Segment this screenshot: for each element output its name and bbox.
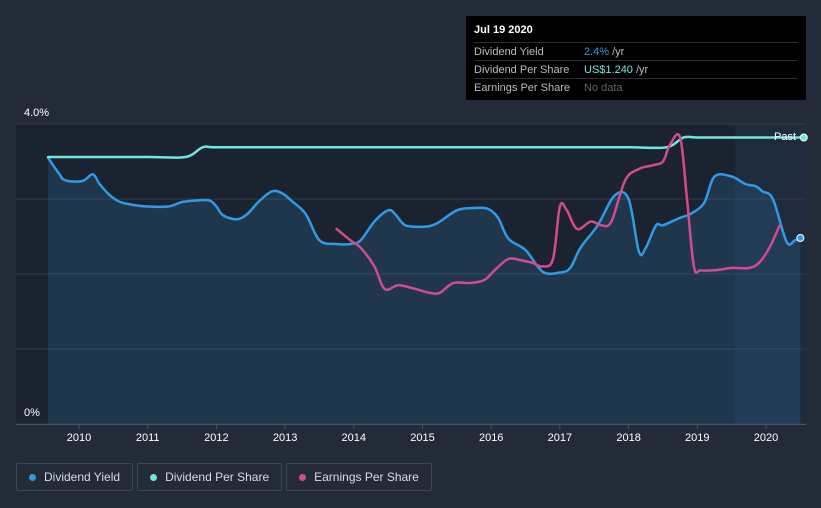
x-tick-label: 2012 bbox=[204, 432, 228, 444]
legend-label: Earnings Per Share bbox=[314, 470, 419, 484]
tooltip-value: No data bbox=[584, 81, 623, 94]
axis-ticks: 2010 2011 2012 2013 2014 2015 2016 2017 2018 2019… bbox=[24, 107, 778, 444]
legend-item-dividend-yield[interactable]: Dividend Yield bbox=[16, 463, 134, 491]
grid bbox=[16, 123, 806, 425]
legend-item-dividend-per-share[interactable]: Dividend Per Share bbox=[137, 463, 283, 491]
dividend-per-share-endpoint bbox=[799, 133, 808, 142]
past-label: Past bbox=[774, 131, 796, 143]
x-tick-label: 2010 bbox=[67, 432, 91, 444]
x-tick-label: 2015 bbox=[410, 432, 434, 444]
x-tick-label: 2016 bbox=[479, 432, 503, 444]
tooltip-unit: /yr bbox=[612, 45, 625, 58]
tooltip-label: Earnings Per Share bbox=[474, 81, 570, 94]
y-tick-label: 4.0% bbox=[24, 107, 49, 119]
y-tick-label: 0% bbox=[24, 407, 40, 419]
x-tick-label: 2019 bbox=[685, 432, 709, 444]
x-tick-label: 2017 bbox=[548, 432, 572, 444]
tooltip-value: 2.4% bbox=[584, 45, 610, 58]
tooltip-row-dividend-per-share: Dividend Per Share US$1.240 /yr bbox=[474, 60, 798, 78]
dividend-per-share-line bbox=[46, 135, 806, 159]
x-tick-label: 2013 bbox=[273, 432, 297, 444]
tooltip-label: Dividend Per Share bbox=[474, 63, 570, 76]
tooltip-row-earnings-per-share: Earnings Per Share No data bbox=[474, 78, 798, 96]
x-tick-label: 2014 bbox=[342, 432, 366, 444]
tooltip-box: Jul 19 2020 Dividend Yield 2.4% /yr Divi… bbox=[466, 16, 806, 100]
tooltip-value: US$1.240 bbox=[584, 63, 633, 76]
x-tick-label: 2018 bbox=[616, 432, 640, 444]
earnings-per-share-line bbox=[335, 133, 781, 295]
tooltip-row-dividend-yield: Dividend Yield 2.4% /yr bbox=[474, 42, 798, 60]
legend-label: Dividend Yield bbox=[44, 470, 121, 484]
tooltip-date: Jul 19 2020 bbox=[474, 24, 533, 36]
legend: Dividend Yield Dividend Per Share Earnin… bbox=[16, 463, 432, 491]
tooltip-unit: /yr bbox=[635, 63, 649, 76]
dividend-yield-endpoint bbox=[796, 234, 805, 242]
x-tick-label: 2020 bbox=[754, 432, 778, 444]
earnings-per-share-dot-icon bbox=[299, 473, 307, 481]
dividend-yield-dot-icon bbox=[29, 473, 36, 481]
dividend-per-share-dot-icon bbox=[150, 473, 158, 481]
legend-label: Dividend Per Share bbox=[165, 470, 270, 484]
series-lines bbox=[46, 133, 808, 295]
x-tick-label: 2011 bbox=[136, 432, 160, 444]
tooltip-label: Dividend Yield bbox=[474, 45, 544, 58]
legend-item-earnings-per-share[interactable]: Earnings Per Share bbox=[286, 463, 432, 491]
